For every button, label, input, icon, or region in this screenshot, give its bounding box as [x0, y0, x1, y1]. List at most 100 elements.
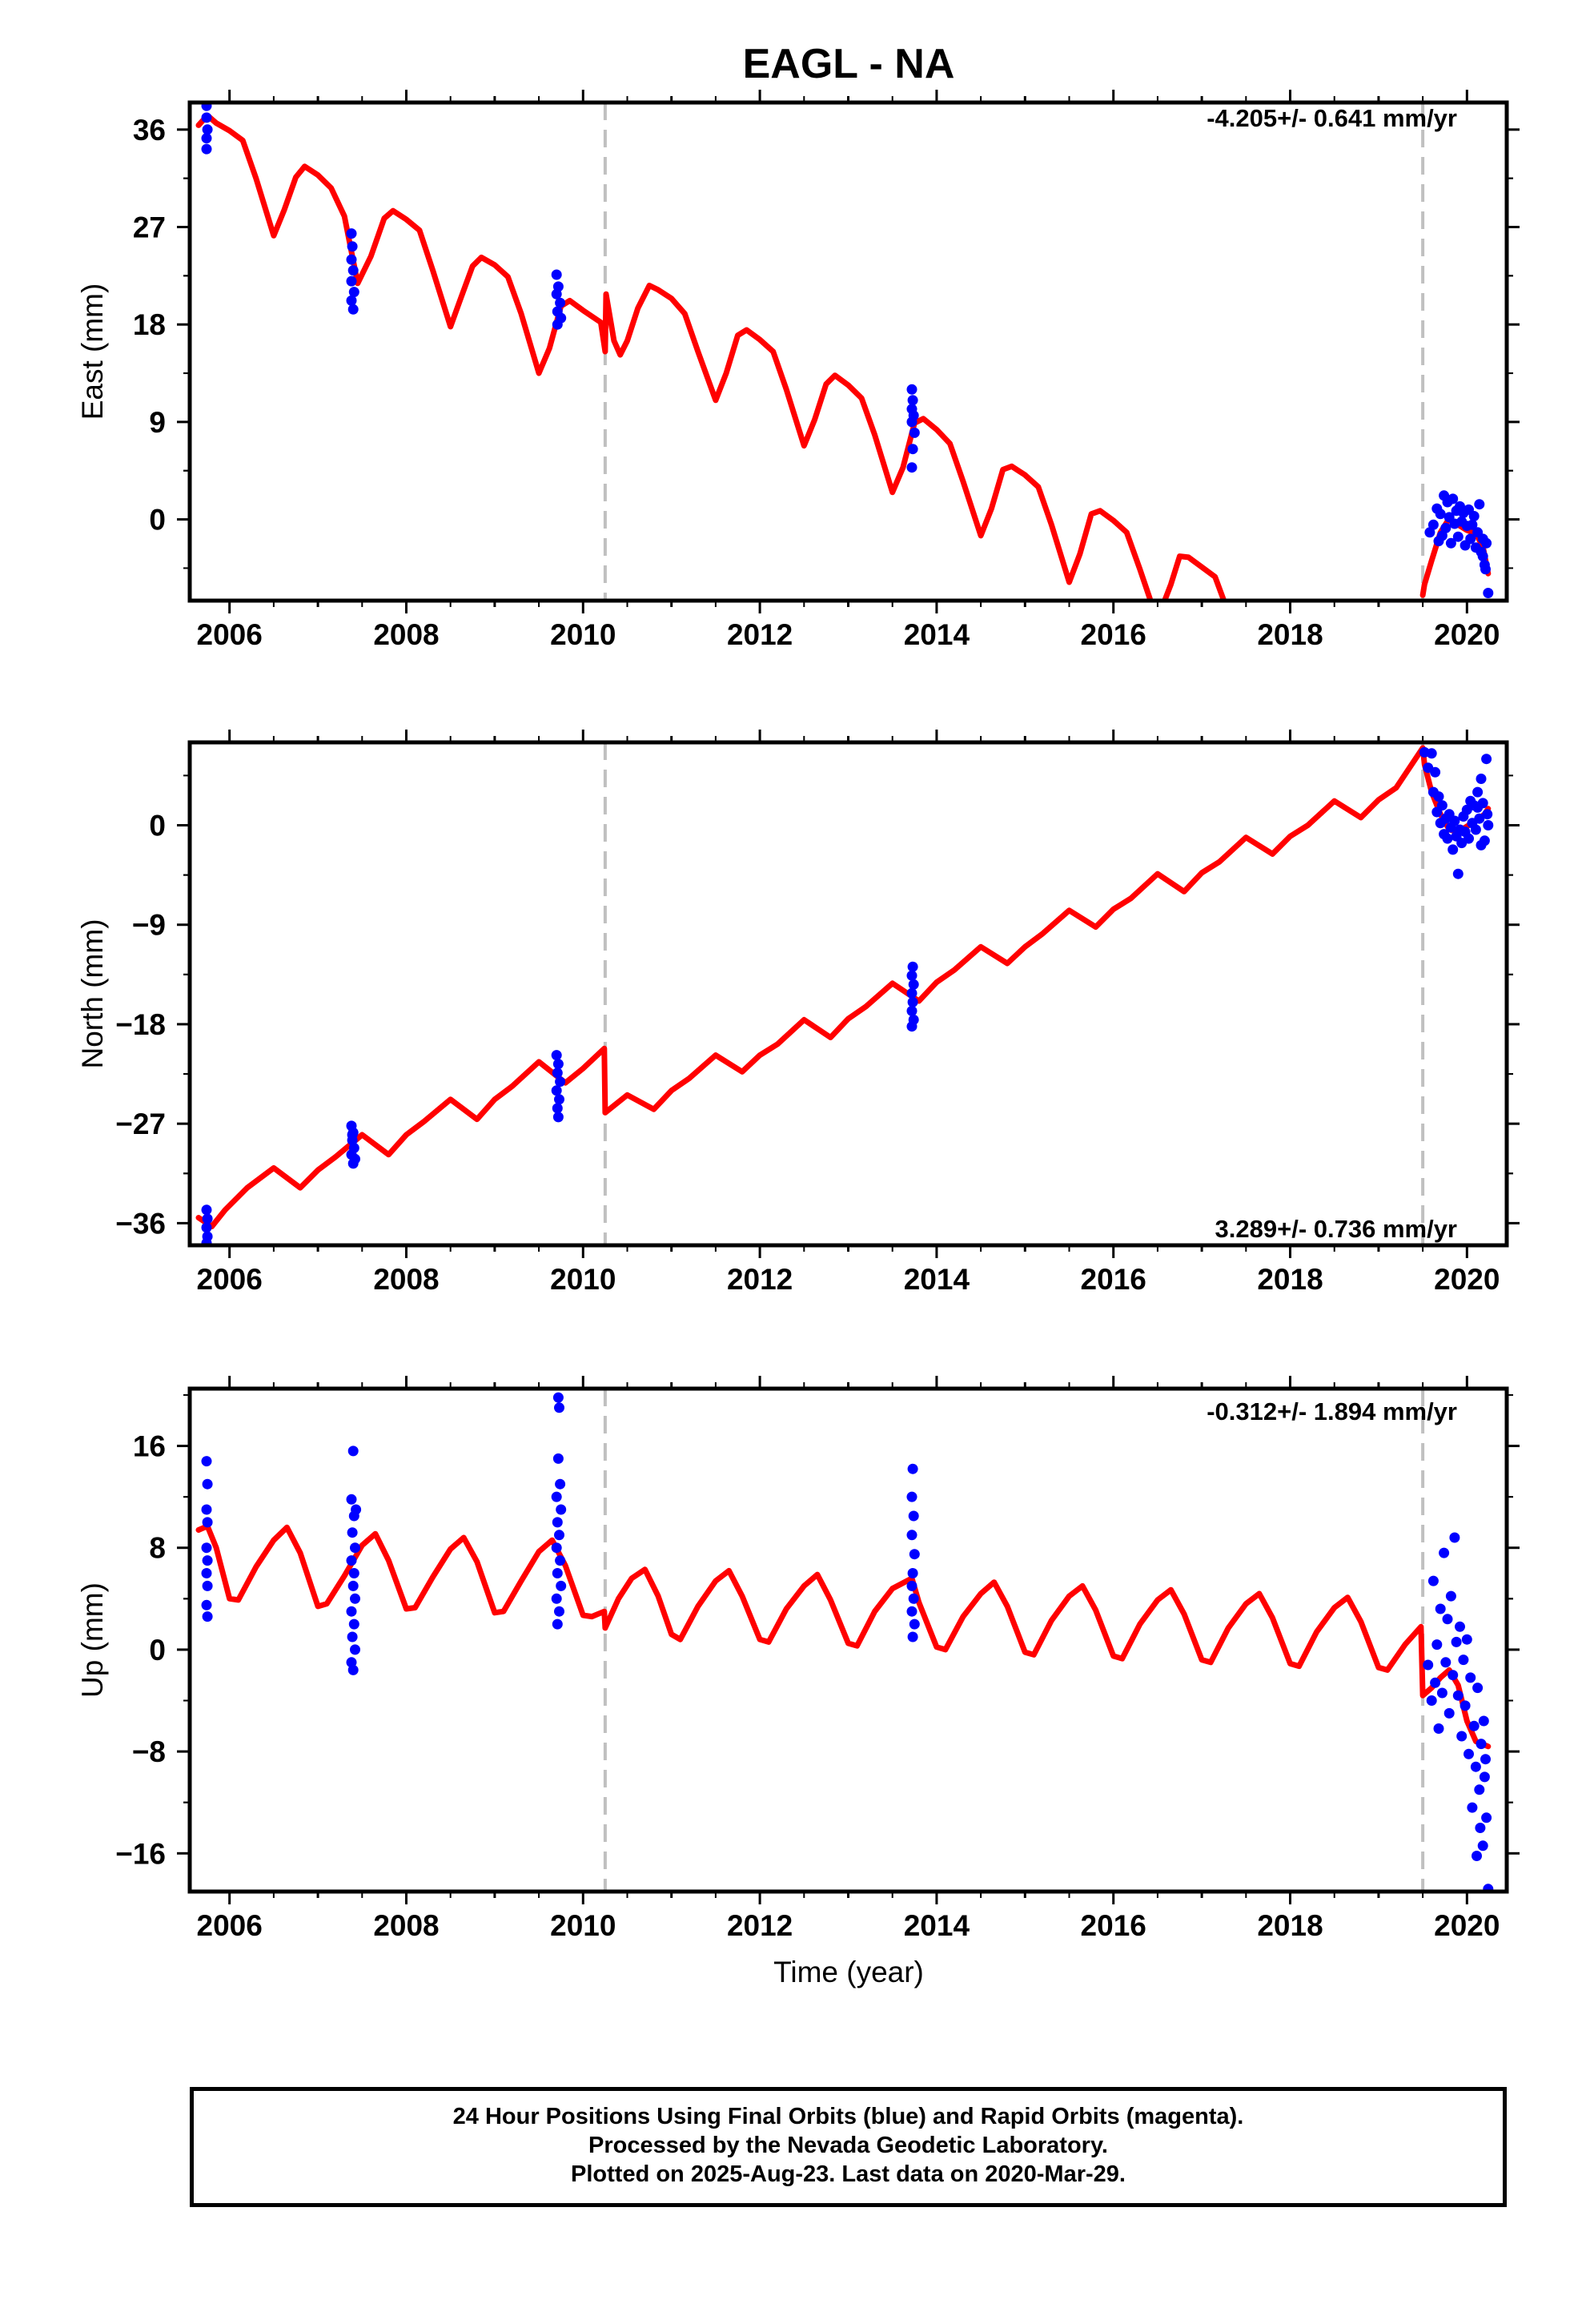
y-tick-label: 27 [133, 211, 166, 244]
east-data-point [1427, 519, 1439, 530]
up-data-point [1476, 1739, 1487, 1750]
east-data-point [1452, 531, 1464, 542]
up-data-point [350, 1644, 360, 1655]
up-data-point [350, 1593, 360, 1604]
north-data-point [551, 1085, 562, 1096]
north-data-point [1436, 800, 1447, 811]
y-tick-label: −16 [115, 1837, 166, 1870]
footer-line-1: 24 Hour Positions Using Final Orbits (bl… [452, 2104, 1244, 2129]
up-data-point [552, 1568, 563, 1578]
north-data-point [551, 1050, 562, 1061]
east-data-point [906, 416, 917, 428]
east-data-point [551, 269, 562, 280]
up-panel-frame [187, 1386, 1509, 1894]
x-tick-label: 2016 [1081, 1909, 1146, 1942]
north-data-point [906, 1021, 917, 1032]
y-tick-label: −18 [115, 1008, 166, 1041]
north-plot-area [195, 742, 1494, 1245]
east-data-point [1483, 588, 1494, 598]
up-data-point [202, 1478, 213, 1490]
up-data-point [202, 1611, 213, 1622]
up-data-point [348, 1568, 359, 1578]
east-data-point [348, 287, 359, 298]
east-data-point [909, 427, 920, 438]
east-data-point [201, 103, 212, 111]
up-data-point [1451, 1636, 1462, 1647]
up-data-point [202, 1580, 213, 1591]
x-axis-label: Time (year) [773, 1956, 924, 1988]
up-data-point [202, 1517, 213, 1528]
east-data-point [1435, 509, 1446, 520]
north-data-point [1426, 748, 1437, 759]
x-tick-label: 2018 [1257, 618, 1323, 651]
up-data-point [906, 1530, 917, 1541]
up-data-point [554, 1402, 564, 1413]
up-data-point [1481, 1812, 1492, 1823]
footer-line-3: Plotted on 2025-Aug-23. Last data on 202… [571, 2161, 1126, 2187]
east-data-point [1480, 564, 1491, 575]
up-data-point [906, 1580, 917, 1591]
y-tick-label: 16 [133, 1430, 166, 1463]
up-data-point [1423, 1659, 1434, 1671]
north-rate-label: 3.289+/- 0.736 mm/yr [1215, 1215, 1457, 1243]
up-data-point [346, 1555, 357, 1566]
up-model-line [195, 1523, 1492, 1750]
up-data-point [1447, 1670, 1459, 1681]
up-data-point [348, 1618, 359, 1630]
up-data-point [347, 1631, 358, 1642]
x-tick-label: 2010 [550, 1909, 616, 1942]
up-data-point [1472, 1851, 1482, 1861]
up-data-point [906, 1491, 917, 1502]
east-model-line [1162, 553, 1227, 601]
up-data-point [556, 1504, 567, 1515]
up-data-point [554, 1606, 564, 1617]
up-data-point [1456, 1731, 1468, 1742]
x-tick-label: 2008 [373, 618, 439, 651]
east-data-point [1440, 522, 1452, 533]
north-data-point [1452, 868, 1464, 879]
y-tick-label: 9 [149, 406, 166, 439]
x-tick-label: 2020 [1434, 1909, 1500, 1942]
east-data-point [201, 143, 212, 155]
north-data-point [907, 996, 918, 1007]
up-data-point [1458, 1655, 1469, 1666]
up-data-point [1442, 1614, 1453, 1625]
north-data-point [1483, 820, 1494, 830]
north-data-point [202, 1213, 213, 1224]
up-data-point [1430, 1677, 1441, 1688]
east-data-point [201, 112, 212, 123]
up-data-point [201, 1599, 212, 1610]
up-data-point [552, 1392, 564, 1403]
up-data-point [551, 1491, 562, 1502]
up-data-point [551, 1593, 562, 1604]
north-data-point [555, 1076, 566, 1088]
east-y-axis-label: East (mm) [76, 283, 109, 420]
footer-line-2: Processed by the Nevada Geodetic Laborat… [588, 2133, 1108, 2158]
y-tick-label: 0 [149, 1634, 166, 1667]
north-y-axis-label: North (mm) [76, 919, 109, 1068]
up-data-point [908, 1510, 919, 1522]
up-data-point [1440, 1657, 1452, 1668]
east-data-point [1467, 519, 1478, 530]
up-data-point [1427, 1575, 1439, 1586]
x-tick-label: 2016 [1081, 1263, 1146, 1296]
up-data-point [202, 1555, 213, 1566]
up-data-point [347, 1527, 358, 1538]
x-tick-label: 2020 [1434, 1263, 1500, 1296]
up-data-point [347, 1445, 359, 1457]
north-data-point [907, 961, 918, 972]
x-tick-label: 2018 [1257, 1263, 1323, 1296]
up-data-point [1445, 1590, 1456, 1602]
north-data-point [1472, 786, 1484, 798]
up-data-point [1426, 1695, 1437, 1706]
up-data-point [1468, 1720, 1480, 1731]
y-tick-label: −8 [132, 1735, 166, 1768]
east-data-point [907, 444, 918, 455]
east-data-point [906, 384, 917, 395]
up-data-point [1477, 1840, 1488, 1852]
up-data-point [350, 1542, 360, 1554]
x-tick-label: 2010 [550, 618, 616, 651]
up-data-point [552, 1453, 564, 1464]
north-data-point [906, 987, 917, 999]
